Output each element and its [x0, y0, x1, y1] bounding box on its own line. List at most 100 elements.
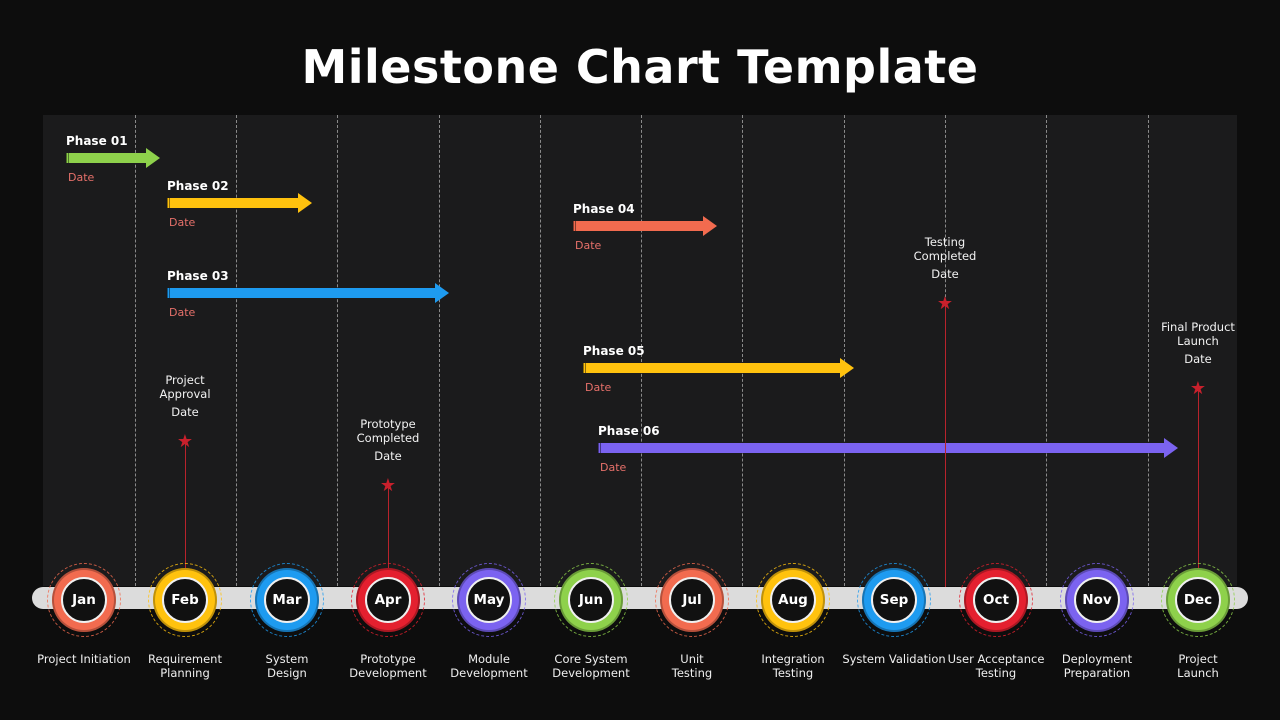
arrow-shaft — [66, 153, 146, 163]
month-label: Jul — [669, 577, 715, 623]
phase-date: Date — [575, 239, 602, 252]
star-icon: ★ — [379, 475, 397, 496]
milestone-label-line: Completed — [356, 431, 420, 445]
grid-line — [540, 115, 541, 586]
month-description-line: System Validation — [842, 652, 946, 666]
month-node-jan: Jan — [47, 563, 121, 637]
grid-line — [844, 115, 845, 586]
phase-arrow — [573, 216, 717, 236]
month-node-mar: Mar — [250, 563, 324, 637]
milestone-stem — [945, 305, 946, 587]
month-outer-ring — [857, 563, 931, 637]
month-node-apr: Apr — [351, 563, 425, 637]
month-description-line: Development — [349, 666, 427, 680]
grid-line — [439, 115, 440, 586]
month-label: May — [466, 577, 512, 623]
phase-date: Date — [600, 461, 627, 474]
milestone-label-line: Approval — [159, 387, 211, 401]
phase-label: Phase 04 — [573, 202, 635, 216]
month-outer-ring — [47, 563, 121, 637]
arrow-head — [435, 283, 449, 303]
phase-arrow — [66, 148, 160, 168]
timeline-panel — [43, 115, 1237, 586]
month-label: Aug — [770, 577, 816, 623]
grid-line — [135, 115, 136, 586]
arrow-shaft — [583, 363, 840, 373]
month-description: Core System Development — [536, 652, 646, 680]
milestone-label: Prototype Completed — [328, 417, 448, 445]
month-description: Deployment Preparation — [1042, 652, 1152, 680]
milestone-stem — [1198, 390, 1199, 587]
milestone-date: Date — [171, 405, 199, 419]
arrow-tail — [598, 443, 602, 453]
star-icon: ★ — [176, 431, 194, 452]
month-label: Jan — [61, 577, 107, 623]
star-icon: ★ — [1189, 378, 1207, 399]
month-description-line: Testing — [975, 666, 1017, 680]
month-description-line: Module — [468, 652, 510, 666]
month-outer-ring — [756, 563, 830, 637]
month-node-jul: Jul — [655, 563, 729, 637]
month-description-line: Core System — [554, 652, 628, 666]
month-description-line: System — [265, 652, 309, 666]
phase-date: Date — [585, 381, 612, 394]
month-node-dec: Dec — [1161, 563, 1235, 637]
phase-label: Phase 06 — [598, 424, 660, 438]
month-node-aug: Aug — [756, 563, 830, 637]
month-description: Integration Testing — [738, 652, 848, 680]
month-description-line: Project — [1178, 652, 1218, 666]
arrow-head — [703, 216, 717, 236]
phase-arrow — [167, 283, 449, 303]
grid-line — [236, 115, 237, 586]
month-label: Feb — [162, 577, 208, 623]
month-description-line: Deployment — [1061, 652, 1133, 666]
milestone-label-line: Completed — [913, 249, 977, 263]
month-node-may: May — [452, 563, 526, 637]
arrow-head — [840, 358, 854, 378]
month-label: Sep — [871, 577, 917, 623]
month-description: Requirement Planning — [130, 652, 240, 680]
milestone-date: Date — [374, 449, 402, 463]
month-description: User Acceptance Testing — [941, 652, 1051, 680]
month-label: Mar — [264, 577, 310, 623]
phase-date: Date — [169, 216, 196, 229]
month-outer-ring — [452, 563, 526, 637]
month-description-line: Prototype — [360, 652, 416, 666]
milestone-stem — [388, 487, 389, 587]
phase-label: Phase 05 — [583, 344, 645, 358]
month-description: Project Initiation — [29, 652, 139, 666]
arrow-shaft — [167, 288, 435, 298]
arrow-shaft — [573, 221, 703, 231]
milestone-label-line: Launch — [1177, 334, 1219, 348]
month-label: Nov — [1074, 577, 1120, 623]
month-description-line: Testing — [772, 666, 814, 680]
month-label: Oct — [973, 577, 1019, 623]
grid-line — [1046, 115, 1047, 586]
phase-arrow — [598, 438, 1178, 458]
month-outer-ring — [1161, 563, 1235, 637]
month-node-oct: Oct — [959, 563, 1033, 637]
month-description: System Validation — [839, 652, 949, 666]
month-description-line: Testing — [671, 666, 713, 680]
grid-line — [1148, 115, 1149, 586]
phase-arrow — [583, 358, 854, 378]
month-description-line: Project Initiation — [37, 652, 131, 666]
arrow-tail — [66, 153, 70, 163]
phase-arrow — [167, 193, 312, 213]
month-description: Prototype Development — [333, 652, 443, 680]
month-outer-ring — [250, 563, 324, 637]
month-description-line: Development — [552, 666, 630, 680]
month-description-line: Integration — [761, 652, 825, 666]
star-icon: ★ — [936, 293, 954, 314]
milestone-label-line: Testing — [924, 235, 966, 249]
milestone-label: Testing Completed — [885, 235, 1005, 263]
month-description-line: Planning — [160, 666, 210, 680]
month-label: Jun — [568, 577, 614, 623]
phase-label: Phase 01 — [66, 134, 128, 148]
month-node-jun: Jun — [554, 563, 628, 637]
milestone-label: Final Product Launch — [1138, 320, 1258, 348]
milestone-date: Date — [931, 267, 959, 281]
month-description-line: Launch — [1177, 666, 1219, 680]
milestone-date: Date — [1184, 352, 1212, 366]
month-description-line: Requirement — [148, 652, 222, 666]
